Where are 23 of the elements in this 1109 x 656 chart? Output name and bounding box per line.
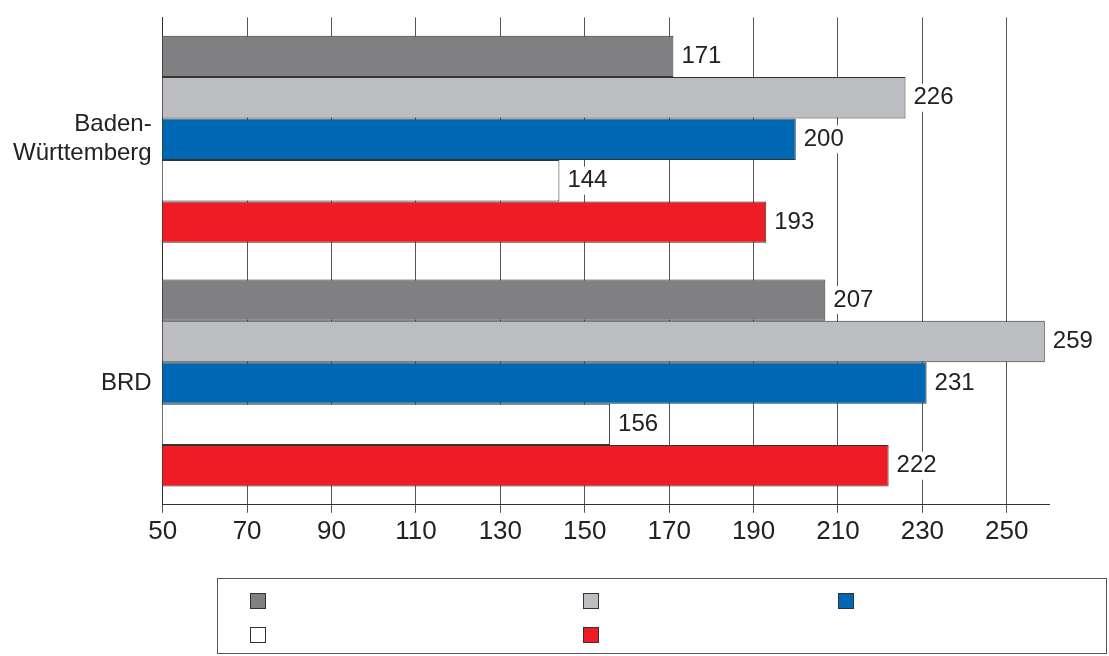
x-tick-label: 70	[232, 514, 262, 545]
data-label: 207	[833, 284, 874, 312]
data-label: 193	[774, 206, 815, 234]
data-label: 259	[1052, 326, 1093, 354]
x-tick-label: 130	[478, 514, 523, 545]
x-tick-label: 190	[731, 514, 776, 545]
y-tick-label: Baden-Württemberg	[13, 109, 152, 166]
x-tick-label: 50	[148, 514, 178, 545]
data-label: 171	[681, 41, 722, 69]
data-label: 200	[803, 123, 844, 151]
x-tick-label: 170	[647, 514, 691, 545]
x-tick-label: 150	[563, 514, 607, 545]
x-tick-label: 210	[816, 514, 860, 545]
data-label: 226	[913, 82, 954, 110]
x-tick-label: 230	[900, 514, 945, 545]
x-tick-label: 250	[985, 514, 1029, 545]
data-label: 222	[896, 450, 937, 478]
data-label: 156	[618, 409, 659, 436]
data-label: 144	[567, 165, 608, 193]
x-tick-label: 90	[317, 514, 346, 545]
y-tick-label: BRD	[101, 367, 152, 395]
x-tick-label: 110	[395, 514, 437, 545]
data-label: 231	[934, 367, 975, 395]
